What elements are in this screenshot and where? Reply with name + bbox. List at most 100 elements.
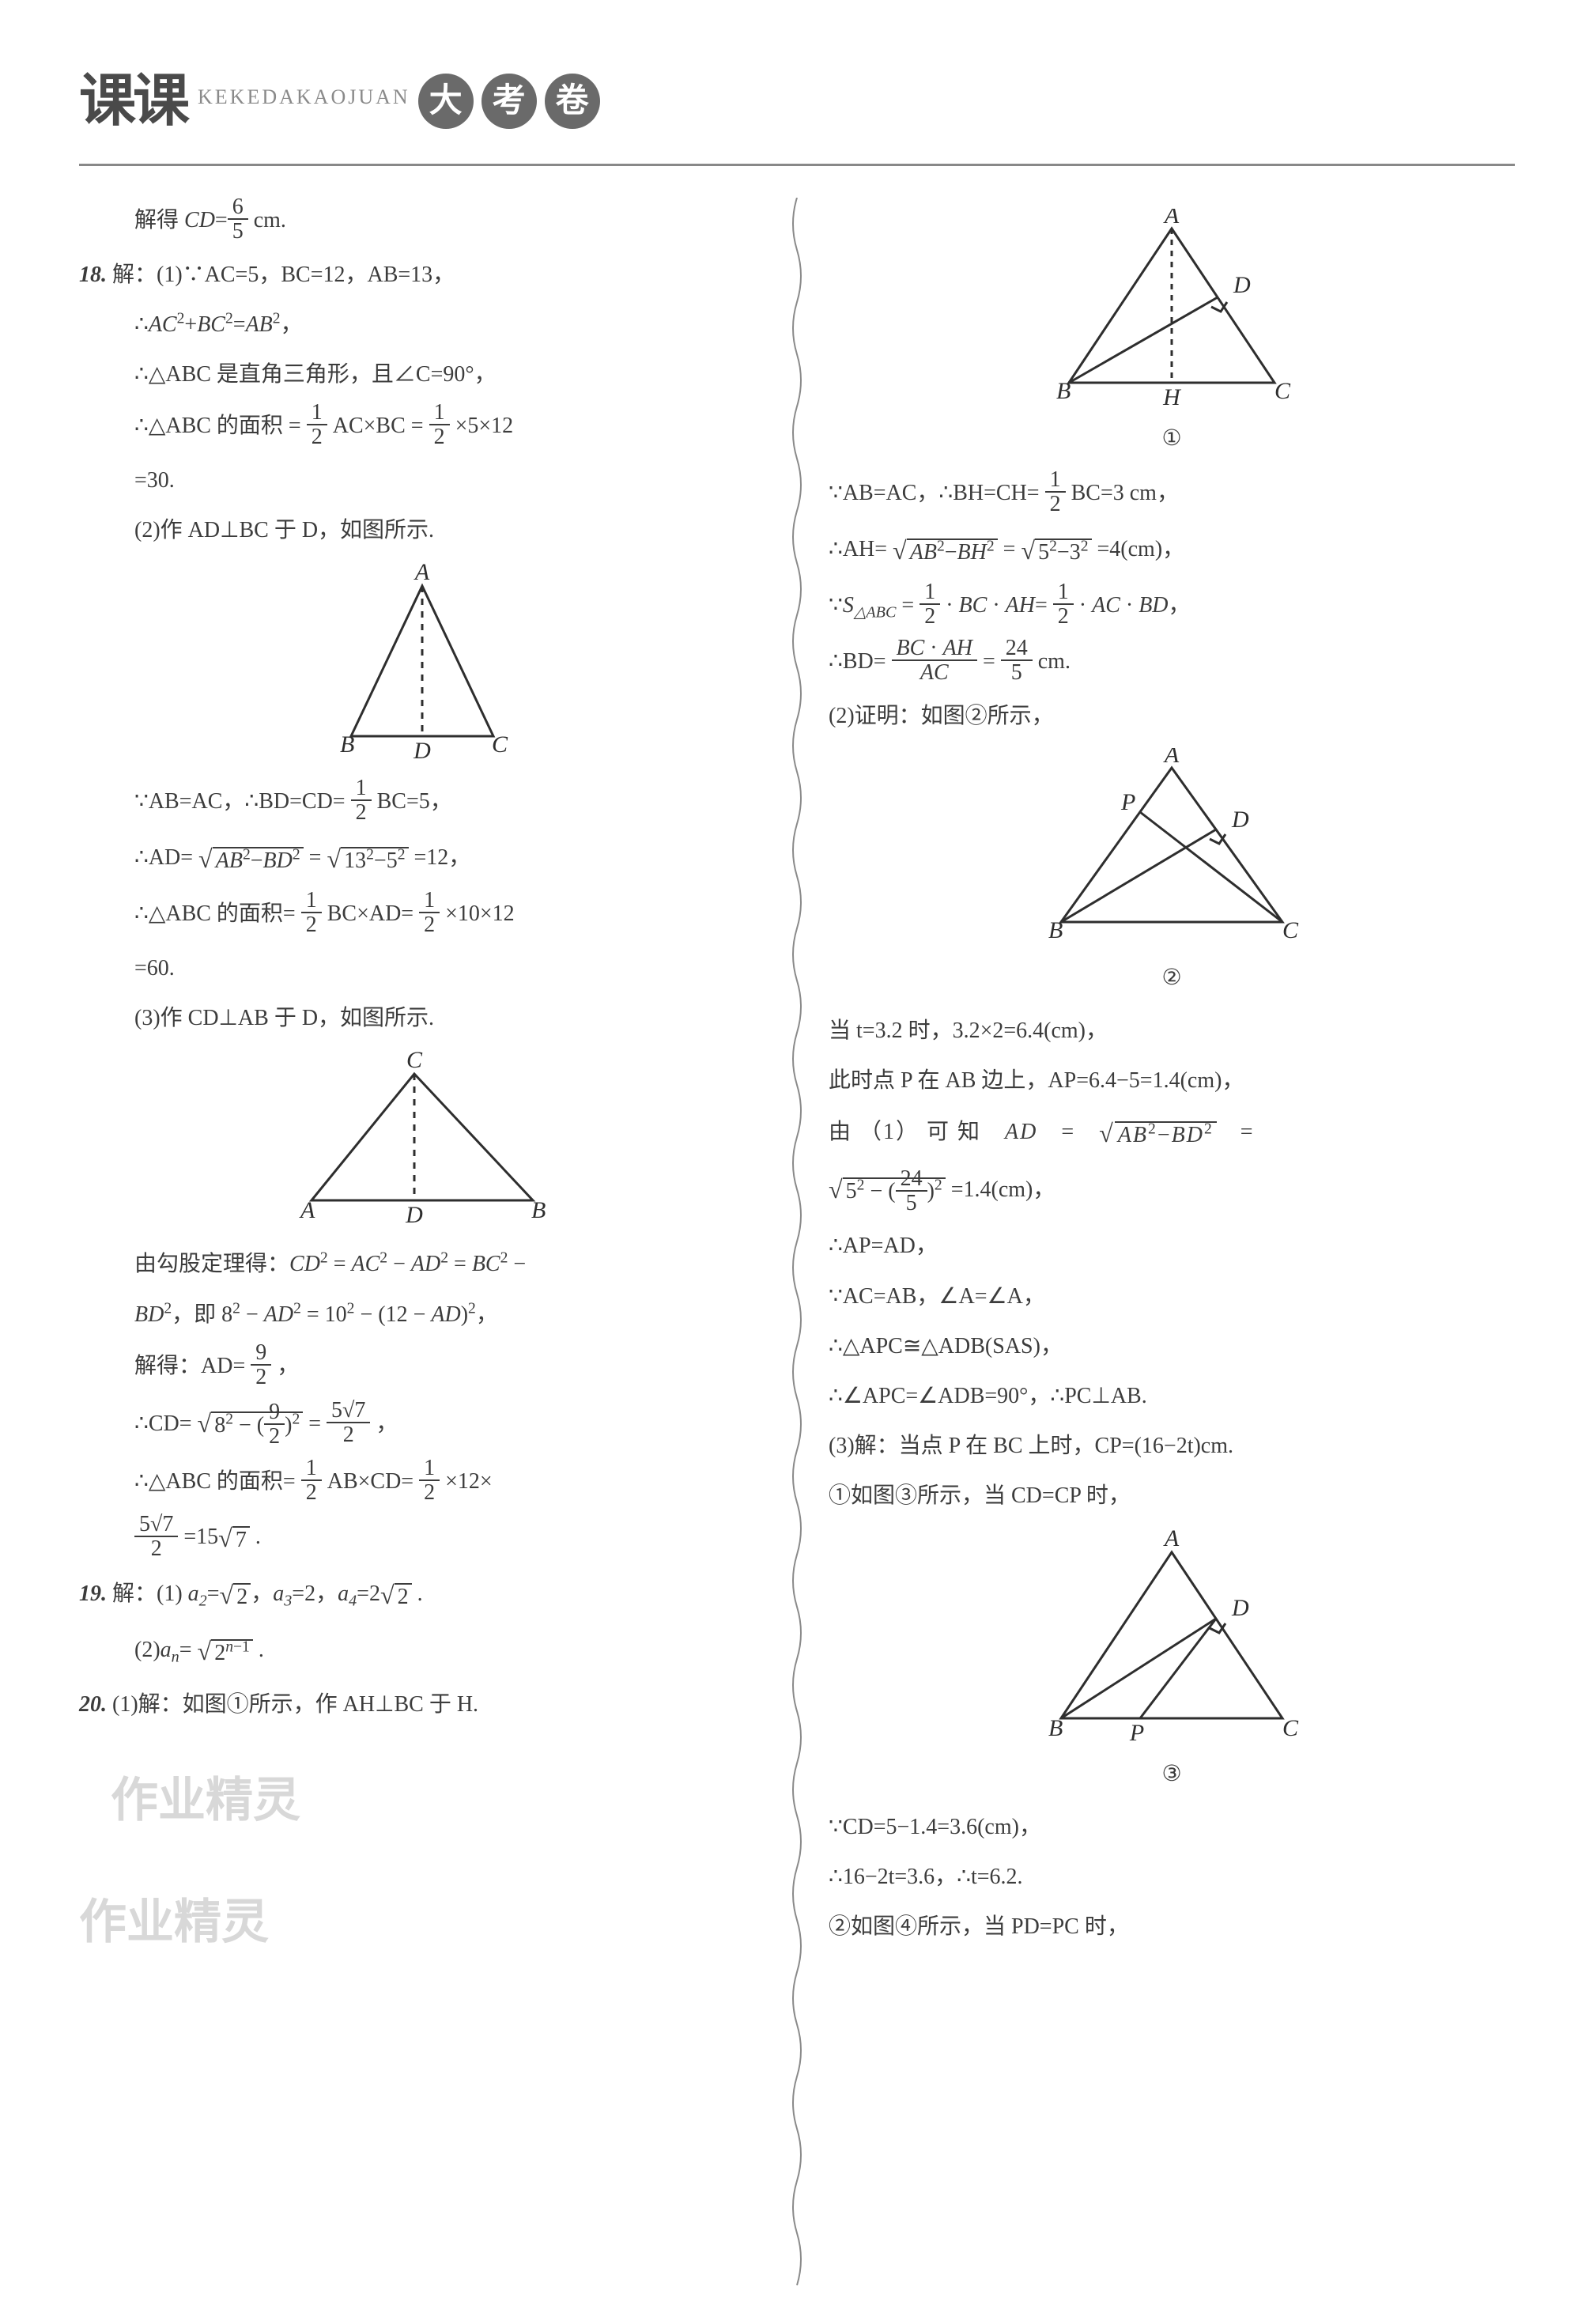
- svg-text:C: C: [1282, 1715, 1299, 1741]
- p18-l8b: =: [304, 845, 327, 870]
- r15: ①如图③所示，当 CD=CP 时，: [829, 1475, 1515, 1517]
- r12: ∴△APC≅△ADB(SAS)，: [829, 1325, 1515, 1367]
- p18-l17: 5√72 =15√7 .: [79, 1514, 765, 1563]
- svg-text:D: D: [1233, 272, 1251, 298]
- r2b: =: [998, 537, 1021, 561]
- r4b: =: [977, 649, 1001, 674]
- figure-circle-1: A B C D H ①: [829, 209, 1515, 459]
- svg-text:D: D: [1231, 807, 1249, 833]
- svg-text:H: H: [1162, 384, 1182, 410]
- fig1-D: D: [413, 738, 431, 764]
- svg-text:A: A: [1163, 1529, 1180, 1551]
- logo-text: 课课: [79, 47, 187, 156]
- svg-text:C: C: [406, 1050, 423, 1073]
- svg-text:B: B: [1048, 1715, 1063, 1741]
- problem-number-18: 18.: [79, 263, 107, 287]
- svg-text:A: A: [1163, 209, 1180, 229]
- watermark-2: 作业精灵: [79, 1877, 269, 1967]
- fig1-C: C: [492, 731, 508, 758]
- r4a: ∴BD=: [829, 649, 892, 674]
- p18-l14b: ，: [271, 1354, 299, 1378]
- r1a: ∵AB=AC，∴BH=CH=: [829, 481, 1045, 505]
- fig2-caption: ②: [829, 957, 1515, 999]
- p18-l7a: ∵AB=AC，∴BD=CD=: [134, 789, 351, 814]
- svg-text:B: B: [531, 1197, 546, 1223]
- p18-l9a: ∴△ABC 的面积=: [134, 901, 301, 926]
- problem-number-20: 20.: [79, 1692, 107, 1717]
- fig1-A: A: [413, 562, 430, 585]
- problem-number-19: 19.: [79, 1581, 107, 1606]
- line-cd-result: 解得 CD=65 cm.: [79, 198, 765, 246]
- r14: (3)解：当点 P 在 BC 上时，CP=(16−2t)cm.: [829, 1425, 1515, 1467]
- left-column: 解得 CD=65 cm. 18. 解：(1)∵AC=5，BC=12，AB=13，…: [79, 198, 765, 1956]
- p18-l4c: ×5×12: [450, 414, 514, 438]
- p18-l8: ∴AD= √AB2−BD2 = √132−52 =12，: [79, 835, 765, 883]
- r2c: =4(cm)，: [1092, 537, 1185, 561]
- p18-l14a: 解得：AD=: [134, 1354, 251, 1378]
- p18-l14: 解得：AD= 92 ，: [79, 1343, 765, 1392]
- p18-l15c: ，: [370, 1411, 398, 1436]
- svg-text:C: C: [1274, 378, 1291, 404]
- r4: ∴BD= BC · AHAC = 245 cm.: [829, 639, 1515, 687]
- p18-l9c: ×10×12: [440, 901, 515, 926]
- r8: 由 （1） 可 知 AD = √AB2−BD2 =: [829, 1109, 1515, 1158]
- problem-18: 18. 解：(1)∵AC=5，BC=12，AB=13，: [79, 254, 765, 296]
- p18-l16c: ×12×: [440, 1468, 493, 1493]
- p18-l3: ∴△ABC 是直角三角形，且∠C=90°，: [79, 353, 765, 395]
- p18-l16a: ∴△ABC 的面积=: [134, 1468, 301, 1493]
- p18-l15b: =: [303, 1411, 327, 1436]
- bubble-2: 考: [481, 74, 537, 129]
- svg-text:P: P: [1120, 789, 1135, 815]
- p18-l2: ∴AC2+BC2=AB2，: [79, 304, 765, 346]
- p18-l4b: AC×BC =: [327, 414, 429, 438]
- svg-text:C: C: [1282, 917, 1299, 943]
- p18-l1: 解：(1)∵AC=5，BC=12，AB=13，: [112, 263, 455, 287]
- svg-text:D: D: [405, 1202, 423, 1228]
- r5: (2)证明：如图②所示，: [829, 695, 1515, 737]
- problem-19: 19. 解：(1) a2=√2，a3=2，a4=2√2 .: [79, 1571, 765, 1619]
- two-column-layout: 解得 CD=65 cm. 18. 解：(1)∵AC=5，BC=12，AB=13，…: [79, 198, 1515, 1956]
- p18-l15: ∴CD= √82 − (92)2 = 5√72 ，: [79, 1400, 765, 1451]
- p18-l12: 由勾股定理得：CD2 = AC2 − AD2 = BC2 −: [79, 1243, 765, 1285]
- p19-l2: (2)an= √2n−1 .: [79, 1627, 765, 1676]
- p18-l9: ∴△ABC 的面积= 12 BC×AD= 12 ×10×12: [79, 891, 765, 939]
- r3: ∵S△ABC = 12 · BC · AH= 12 · AC · BD，: [829, 583, 1515, 631]
- r7: 此时点 P 在 AB 边上，AP=6.4−5=1.4(cm)，: [829, 1060, 1515, 1102]
- r17: ∴16−2t=3.6，∴t=6.2.: [829, 1856, 1515, 1898]
- p18-l16b: AB×CD=: [322, 1468, 419, 1493]
- fig1-B: B: [340, 731, 354, 758]
- p18-l6: (2)作 AD⊥BC 于 D，如图所示.: [79, 509, 765, 551]
- p18-l4a: ∴△ABC 的面积 =: [134, 414, 307, 438]
- right-column: A B C D H ① ∵AB=AC，∴BH=CH= 12 BC=3 cm， ∴…: [829, 198, 1515, 1956]
- svg-text:B: B: [1056, 378, 1071, 404]
- problem-20: 20. (1)解：如图①所示，作 AH⊥BC 于 H.: [79, 1683, 765, 1725]
- p18-l13: BD2，即 82 − AD2 = 102 − (12 − AD)2，: [79, 1294, 765, 1336]
- p18-l8a: ∴AD=: [134, 845, 198, 870]
- svg-text:D: D: [1231, 1595, 1249, 1621]
- watermark-1: 作业精灵: [111, 1755, 300, 1846]
- p18-l10: =60.: [79, 947, 765, 989]
- svg-text:A: A: [1163, 748, 1180, 768]
- p18-l16: ∴△ABC 的面积= 12 AB×CD= 12 ×12×: [79, 1459, 765, 1507]
- svg-text:A: A: [299, 1197, 315, 1223]
- page-header: 课课 KEKEDAKAOJUAN 大 考 卷: [79, 47, 1515, 166]
- figure-triangle-2: C A B D: [79, 1050, 765, 1232]
- r1: ∵AB=AC，∴BH=CH= 12 BC=3 cm，: [829, 470, 1515, 519]
- svg-text:B: B: [1048, 917, 1063, 943]
- p18-l11: (3)作 CD⊥AB 于 D，如图所示.: [79, 997, 765, 1039]
- r1b: BC=3 cm，: [1066, 481, 1179, 505]
- r13: ∴∠APC=∠ADB=90°，∴PC⊥AB.: [829, 1375, 1515, 1417]
- p18-l9b: BC×AD=: [322, 901, 419, 926]
- r10: ∴AP=AD，: [829, 1225, 1515, 1267]
- bubble-3: 卷: [545, 74, 600, 129]
- r2a: ∴AH=: [829, 537, 893, 561]
- r2: ∴AH= √AB2−BH2 = √52−32 =4(cm)，: [829, 527, 1515, 575]
- r6: 当 t=3.2 时，3.2×2=6.4(cm)，: [829, 1010, 1515, 1052]
- p18-l7b: BC=5，: [372, 789, 452, 814]
- figure-triangle-1: A B C D: [79, 562, 765, 768]
- fig3-caption: ③: [829, 1753, 1515, 1795]
- r9: √52 − (245)2 =1.4(cm)，: [829, 1166, 1515, 1217]
- bubble-1: 大: [418, 74, 474, 129]
- p18-l7: ∵AB=AC，∴BD=CD= 12 BC=5，: [79, 779, 765, 827]
- figure-circle-3: A B C D P ③: [829, 1529, 1515, 1795]
